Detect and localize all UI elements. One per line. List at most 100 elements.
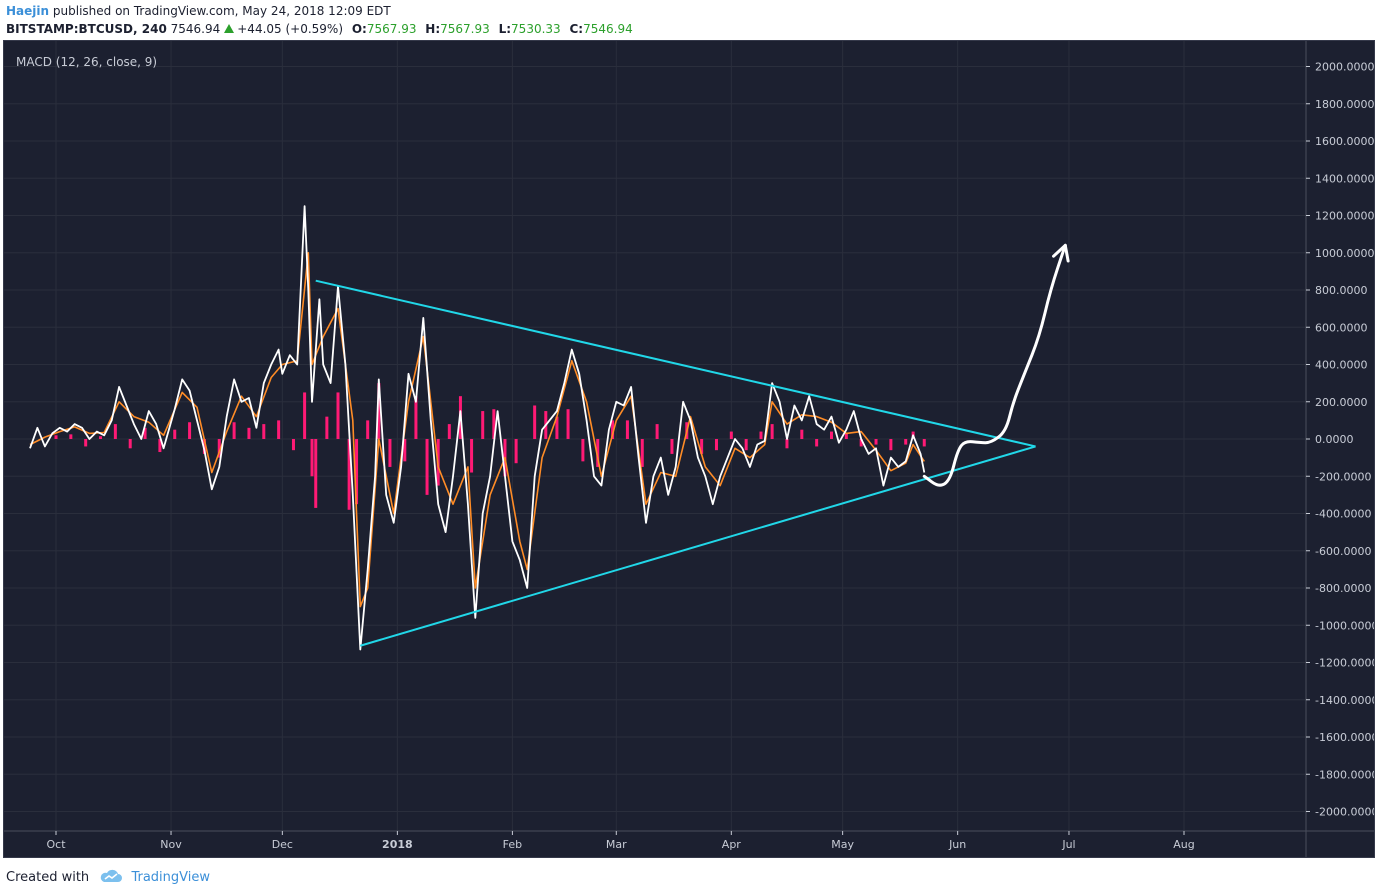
- histogram-bar: [232, 422, 236, 439]
- y-tick-label: 800.0000: [1315, 284, 1368, 297]
- histogram-bar: [904, 439, 908, 445]
- histogram-bar: [54, 435, 58, 439]
- symbol-name[interactable]: BITSTAMP:BTCUSD, 240: [6, 22, 167, 36]
- histogram-bar: [611, 420, 615, 439]
- x-tick-label: Nov: [160, 838, 182, 851]
- histogram-bar: [366, 420, 370, 439]
- histogram-bar: [566, 409, 570, 439]
- histogram-bar: [173, 429, 177, 439]
- y-tick-label: 200.0000: [1315, 396, 1368, 409]
- histogram: [54, 383, 926, 510]
- histogram-bar: [247, 427, 251, 439]
- symbol-line: BITSTAMP:BTCUSD, 240 7546.94 +44.05 (+0.5…: [6, 22, 633, 36]
- chart-footer: Created with TradingView: [0, 862, 1380, 894]
- histogram-bar: [262, 424, 266, 439]
- histogram-bar: [700, 439, 704, 454]
- tradingview-cloud-icon: [101, 869, 123, 882]
- indicator-title[interactable]: MACD (12, 26, close, 9): [16, 55, 157, 69]
- macd-line: [29, 205, 926, 651]
- histogram-bar: [388, 439, 392, 467]
- macd-chart[interactable]: 2000.0000 1800.0000 1600.0000 1400.0000 1200…: [4, 41, 1374, 857]
- y-tick-label: -1800.0000: [1315, 768, 1374, 781]
- histogram-bar: [355, 439, 359, 505]
- x-tick-label: Apr: [722, 838, 742, 851]
- histogram-bar: [714, 439, 718, 451]
- histogram-bar: [640, 439, 644, 467]
- histogram-bar: [99, 436, 103, 439]
- signal-line-group: [29, 252, 925, 608]
- lower-trendline[interactable]: [359, 445, 1036, 647]
- histogram-bar: [314, 439, 318, 508]
- created-with-text: Created with: [6, 870, 90, 885]
- upper-trendline[interactable]: [315, 279, 1036, 448]
- histogram-bar: [217, 439, 221, 458]
- up-arrow-icon: [224, 24, 235, 33]
- y-tick-label: -1200.0000: [1315, 657, 1374, 670]
- grid: [4, 41, 1306, 831]
- y-tick-label: -1400.0000: [1315, 694, 1374, 707]
- publish-info: published on TradingView.com, May 24, 20…: [52, 4, 391, 18]
- y-tick-label: 0.0000: [1315, 433, 1354, 446]
- histogram-bar: [581, 439, 585, 462]
- histogram-bar: [759, 431, 763, 439]
- last-price: 7546.94: [170, 22, 221, 36]
- drawings[interactable]: [315, 243, 1070, 647]
- histogram-bar: [625, 420, 629, 439]
- histogram-bar: [655, 424, 659, 439]
- histogram-bar: [596, 439, 600, 467]
- y-tick-label: -200.0000: [1315, 470, 1371, 483]
- histogram-bar: [414, 396, 418, 439]
- y-tick-label: 1400.0000: [1315, 172, 1374, 185]
- histogram-bar: [670, 439, 674, 454]
- open-value: 7567.93: [366, 22, 417, 36]
- author-link[interactable]: Haejin: [6, 4, 50, 18]
- histogram-bar: [202, 439, 206, 454]
- histogram-bar: [291, 439, 295, 451]
- y-tick-label: 1600.0000: [1315, 135, 1374, 148]
- projection-arrow[interactable]: [922, 243, 1067, 487]
- histogram-bar: [533, 405, 537, 439]
- y-tick-label: -600.0000: [1315, 545, 1371, 558]
- histogram-bar: [922, 439, 926, 447]
- histogram-bar: [128, 439, 132, 449]
- histogram-bar: [830, 431, 833, 439]
- histogram-bar: [481, 411, 485, 439]
- y-tick-label: 1000.0000: [1315, 247, 1374, 260]
- histogram-bar: [158, 439, 162, 453]
- high-value: 7567.93: [440, 22, 490, 36]
- y-tick-label: -2000.0000: [1315, 806, 1374, 819]
- histogram-bar: [514, 439, 518, 464]
- macd-line-group: [29, 205, 926, 651]
- price-change: +44.05 (+0.59%): [237, 22, 344, 36]
- histogram-bar: [377, 383, 381, 439]
- chart-pane[interactable]: 2000.0000 1800.0000 1600.0000 1400.0000 1200…: [3, 40, 1375, 858]
- histogram-bar: [729, 431, 733, 439]
- y-tick-label: -800.0000: [1315, 582, 1371, 595]
- histogram-bar: [800, 429, 804, 439]
- histogram-bar: [69, 434, 73, 439]
- histogram-bar: [425, 439, 429, 495]
- x-tick-label: Feb: [503, 838, 522, 851]
- chart-header: Haejin published on TradingView.com, May…: [0, 0, 1380, 40]
- histogram-bar: [470, 439, 474, 473]
- histogram-bar: [815, 439, 819, 447]
- low-value: 7530.33: [511, 22, 561, 36]
- tradingview-link[interactable]: TradingView: [131, 870, 210, 885]
- histogram-bar: [336, 392, 340, 439]
- publish-line: Haejin published on TradingView.com, May…: [6, 4, 391, 18]
- close-value: 7546.94: [583, 22, 633, 36]
- signal-line: [29, 252, 925, 608]
- arrow-head: [1052, 243, 1070, 263]
- close-label: C:: [569, 22, 584, 36]
- y-tick-label: 2000.0000: [1315, 61, 1374, 74]
- y-tick-label: -400.0000: [1315, 508, 1371, 521]
- histogram-bar: [277, 420, 281, 439]
- histogram-bar: [113, 424, 117, 439]
- high-label: H:: [425, 22, 441, 36]
- histogram-bar: [859, 439, 863, 447]
- histogram-bar: [84, 439, 88, 447]
- histogram-bar: [310, 439, 314, 477]
- histogram-bar: [744, 439, 748, 451]
- histogram-bar: [844, 433, 848, 439]
- histogram-bar: [143, 427, 147, 439]
